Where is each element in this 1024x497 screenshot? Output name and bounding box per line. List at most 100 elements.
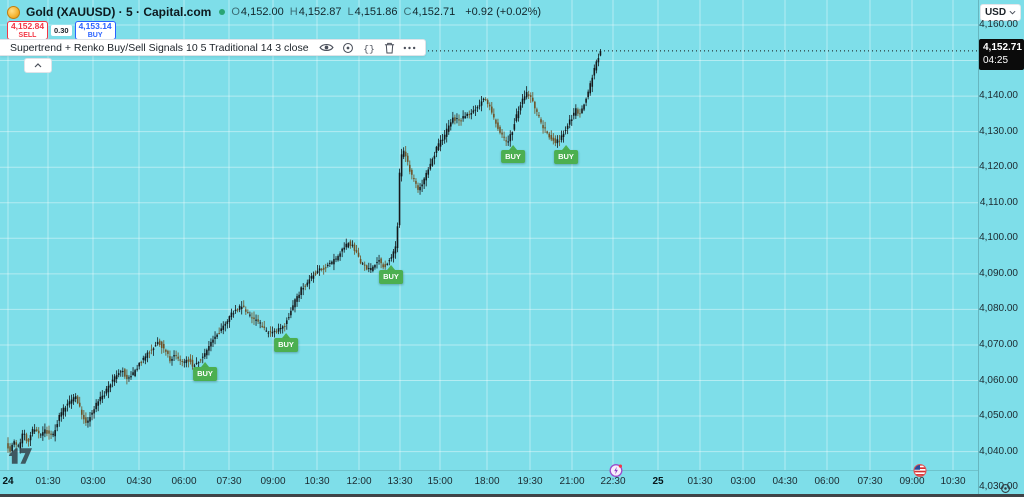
- buy-signal-text: BUY: [274, 338, 298, 352]
- tradingview-logo[interactable]: [8, 447, 33, 470]
- ohlc-low-label: L: [347, 6, 354, 18]
- more-icon[interactable]: [403, 46, 416, 50]
- price-axis-label: 4,130.00: [979, 125, 1018, 137]
- eye-icon[interactable]: [318, 42, 334, 53]
- indicator-legend-actions: {}: [318, 42, 416, 54]
- source-code-icon[interactable]: {}: [362, 42, 376, 54]
- price-axis-label: 4,160.00: [979, 19, 1018, 30]
- price-axis-label: 4,050.00: [979, 410, 1018, 422]
- time-axis-label: 06:00: [171, 476, 197, 487]
- buy-signal-text: BUY: [501, 149, 525, 164]
- chevron-down-icon: [1009, 10, 1016, 15]
- sell-price: 4,152.84: [10, 21, 45, 31]
- currency-selector-label: USD: [984, 7, 1007, 18]
- buy-price: 4,153.14: [78, 21, 112, 31]
- ohlc-open-value: 4,152.00: [240, 6, 284, 18]
- ohlc-values: O4,152.00 H4,152.87 L4,151.86 C4,152.71: [231, 6, 461, 18]
- time-axis[interactable]: 24 01:30 03:00 04:30 06:00 07:30 09:00 10:30 12:…: [0, 470, 978, 494]
- indicator-legend[interactable]: Supertrend + Renko Buy/Sell Signals 10 5…: [0, 39, 426, 56]
- ohlc-close-value: 4,152.71: [412, 6, 456, 18]
- window-bottom-edge: [0, 494, 1024, 497]
- time-axis-label: 03:00: [730, 476, 756, 487]
- price-axis[interactable]: 4,160.004,150.004,140.004,130.004,120.00…: [978, 0, 1024, 497]
- ohlc-low-value: 4,151.86: [354, 6, 398, 18]
- buy-signal-pointer: [562, 145, 570, 151]
- buy-signal-pointer: [282, 333, 290, 339]
- price-axis-label: 4,140.00: [979, 90, 1018, 102]
- buy-signal-pointer: [387, 265, 395, 271]
- symbol-title[interactable]: Gold (XAUUSD) · 5 · Capital.com: [26, 5, 212, 19]
- currency-selector-button[interactable]: USD: [980, 4, 1021, 21]
- time-axis-label: 03:00: [80, 476, 106, 487]
- last-price-value: 4,152.71: [983, 42, 1022, 53]
- time-axis-label: 09:00: [260, 476, 286, 487]
- time-axis-label: 01:30: [687, 476, 713, 487]
- time-axis-label: 25: [652, 476, 664, 487]
- last-price-label: 4,152.71 04:25: [979, 39, 1024, 70]
- time-axis-label: 24: [2, 476, 14, 487]
- axis-settings-gear-icon[interactable]: [1000, 481, 1011, 497]
- time-axis-label: 04:30: [126, 476, 152, 487]
- chevron-up-icon: [34, 63, 42, 68]
- trash-icon[interactable]: [384, 42, 395, 54]
- sell-label: SELL: [18, 32, 37, 39]
- buy-label: BUY: [87, 32, 103, 39]
- price-change-value: +0.92 (+0.02%): [465, 6, 542, 18]
- price-axis-divider: [978, 0, 979, 497]
- trade-buttons: 4,152.84 SELL 0.30 4,153.14 BUY: [7, 21, 116, 40]
- buy-signal-text: BUY: [379, 270, 403, 284]
- time-axis-label: 01:30: [35, 476, 61, 487]
- price-axis-label: 4,080.00: [979, 303, 1018, 315]
- price-axis-label: 4,110.00: [979, 196, 1018, 208]
- price-axis-label: 4,030.00: [979, 481, 1018, 493]
- price-axis-label: 4,090.00: [979, 267, 1018, 279]
- time-axis-label: 07:30: [216, 476, 242, 487]
- time-axis-label: 15:00: [427, 476, 453, 487]
- symbol-header: Gold (XAUUSD) · 5 · Capital.com O4,152.0…: [7, 4, 541, 20]
- time-axis-label: 07:30: [857, 476, 883, 487]
- sell-button[interactable]: 4,152.84 SELL: [7, 21, 48, 40]
- indicator-legend-text[interactable]: Supertrend + Renko Buy/Sell Signals 10 5…: [10, 41, 309, 54]
- ohlc-open-label: O: [231, 6, 240, 18]
- time-axis-label: 06:00: [814, 476, 840, 487]
- spread-value: 0.30: [51, 25, 72, 36]
- gold-symbol-icon: [7, 5, 20, 19]
- buy-signal-text: BUY: [554, 150, 578, 164]
- price-axis-label: 4,070.00: [979, 338, 1018, 350]
- time-axis-divider: [0, 470, 978, 471]
- buy-signal-label[interactable]: BUY: [274, 333, 298, 352]
- candlestick-chart[interactable]: [0, 0, 978, 470]
- price-axis-label: 4,040.00: [979, 445, 1018, 457]
- bar-countdown: 04:25: [983, 54, 1009, 66]
- buy-signal-pointer: [509, 144, 517, 150]
- market-status-dot[interactable]: [219, 9, 226, 15]
- time-axis-label: 04:30: [772, 476, 798, 487]
- time-axis-label: 12:00: [346, 476, 372, 487]
- time-axis-label: 13:30: [387, 476, 413, 487]
- time-axis-label: 19:30: [517, 476, 543, 487]
- ohlc-high-label: H: [289, 6, 298, 18]
- time-axis-label: 21:00: [559, 476, 585, 487]
- buy-button[interactable]: 4,153.14 BUY: [74, 21, 116, 40]
- ohlc-high-value: 4,152.87: [298, 6, 342, 18]
- svg-text:{}: {}: [363, 43, 375, 54]
- us-flag-event-icon[interactable]: [913, 463, 928, 483]
- ohlc-close-label: C: [403, 6, 412, 18]
- time-axis-label: 09:00: [899, 476, 925, 487]
- time-axis-label: 10:30: [304, 476, 330, 487]
- time-axis-label: 10:30: [940, 476, 966, 487]
- buy-signal-label[interactable]: BUY: [193, 362, 217, 381]
- time-axis-label: 22:30: [600, 476, 626, 487]
- buy-signal-pointer: [201, 362, 209, 368]
- buy-signal-label[interactable]: BUY: [501, 144, 525, 164]
- buy-signal-label[interactable]: BUY: [554, 145, 578, 164]
- legend-collapse-button[interactable]: [24, 58, 52, 73]
- price-axis-label: 4,100.00: [979, 232, 1018, 244]
- gear-icon[interactable]: [342, 42, 354, 54]
- buy-signal-label[interactable]: BUY: [379, 265, 403, 284]
- price-axis-label: 4,120.00: [979, 161, 1018, 173]
- buy-signal-text: BUY: [193, 367, 217, 381]
- economic-event-icon[interactable]: [609, 463, 624, 483]
- time-axis-label: 18:00: [474, 476, 500, 487]
